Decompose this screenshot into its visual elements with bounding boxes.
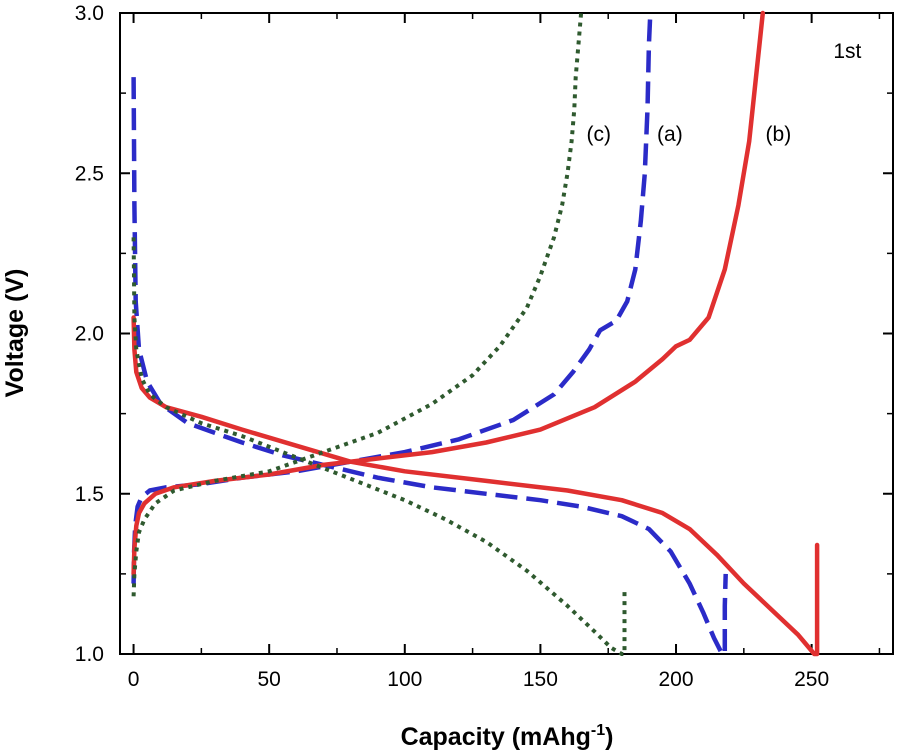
- y-tick-label: 2.0: [75, 323, 104, 346]
- curves: [131, 10, 820, 657]
- curve-c-charge: [131, 12, 584, 597]
- annotation-label: 1st: [833, 40, 861, 63]
- y-tick-label: 1.5: [75, 483, 104, 506]
- x-tick-label: 0: [128, 668, 140, 691]
- curve-c-discharge: [131, 237, 627, 656]
- x-axis-title: Capacity (mAhg-1): [401, 722, 614, 751]
- x-tick-label: 250: [794, 668, 829, 691]
- curve-b-charge: [131, 10, 766, 577]
- y-axis-title: Voltage (V): [1, 269, 29, 398]
- y-tick-label: 3.0: [75, 2, 104, 25]
- annotation-label: (c): [587, 123, 612, 146]
- curve-a-charge: [131, 12, 653, 584]
- x-tick-label: 100: [387, 668, 422, 691]
- axis-tick-labels: 0 50 100 150 200 250 1.0 1.5 2.0 2.5 3.0: [75, 2, 829, 691]
- y-tick-label: 1.0: [75, 643, 104, 666]
- axis-ticks: [120, 12, 893, 655]
- x-tick-label: 150: [523, 668, 558, 691]
- annotation-label: (a): [657, 123, 683, 146]
- curve-a-discharge: [131, 77, 728, 657]
- curve-b-discharge: [131, 315, 820, 657]
- annotation-label: (b): [766, 123, 792, 146]
- y-tick-label: 2.5: [75, 162, 104, 185]
- x-tick-label: 200: [658, 668, 693, 691]
- annotations: 1st (c) (a) (b): [587, 40, 862, 146]
- x-tick-label: 50: [257, 668, 280, 691]
